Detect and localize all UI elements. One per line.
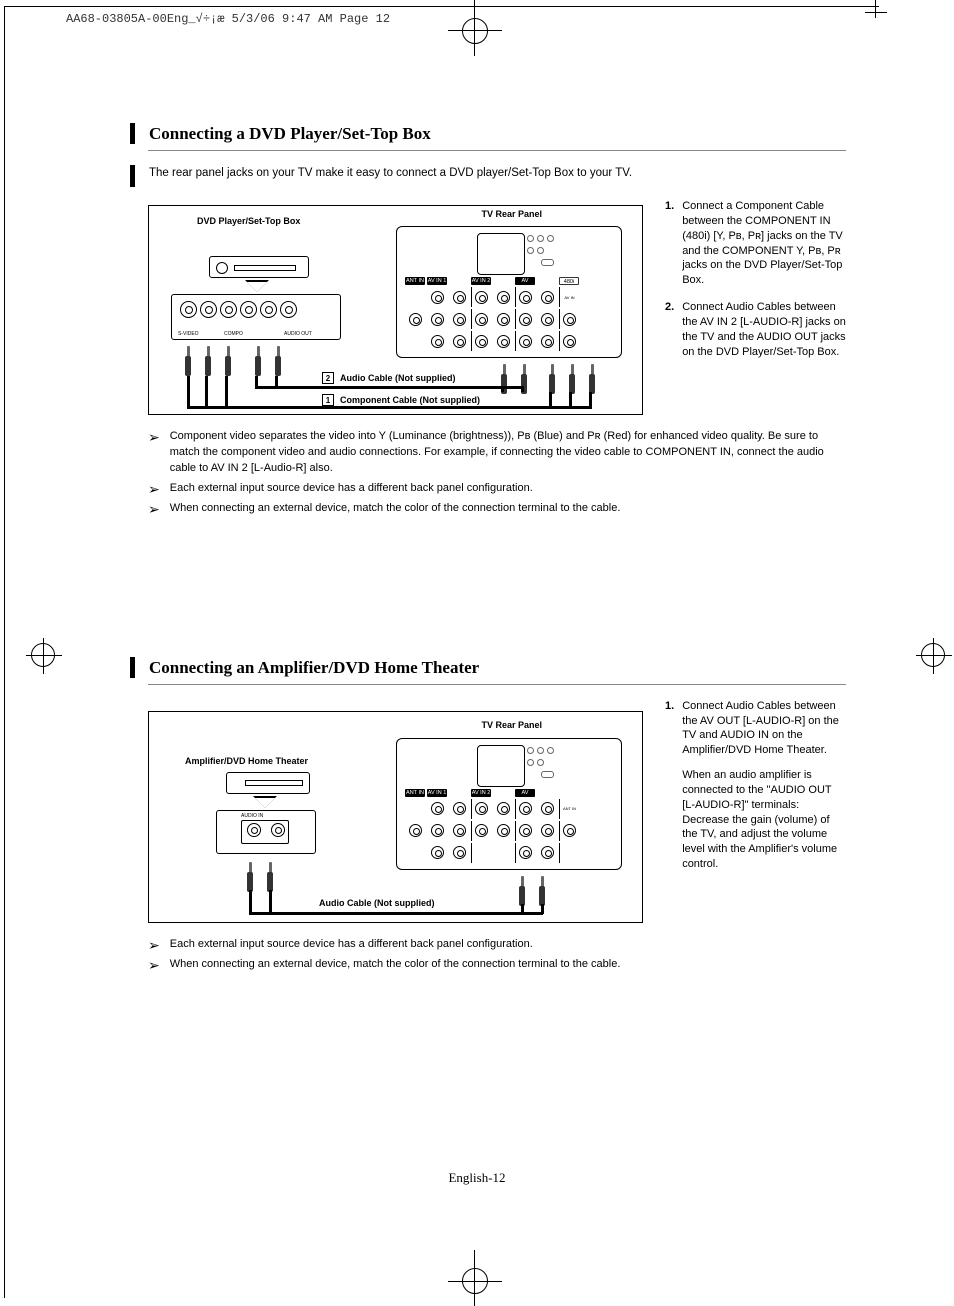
tv-rear-panel: ANT INAV IN 1AV IN 2AV OUT480i AV IN	[396, 226, 622, 358]
step-number: 2.	[665, 300, 674, 359]
intro-accent-bar	[130, 165, 135, 187]
step-text: Connect Audio Cables between the AV OUT …	[682, 699, 846, 758]
note-icon: ➢	[148, 501, 160, 517]
step-number: 1.	[665, 699, 674, 872]
step-text-extra: When an audio amplifier is connected to …	[682, 768, 846, 872]
registration-mark-right	[916, 638, 952, 674]
section-title: Connecting an Amplifier/DVD Home Theater	[149, 657, 479, 678]
amp-device: AUDIO IN	[171, 772, 341, 856]
registration-mark-left	[26, 638, 62, 674]
note-icon: ➢	[148, 429, 160, 477]
instruction-list-amp: 1. Connect Audio Cables between the AV O…	[665, 699, 846, 884]
step-text: Connect Audio Cables between the AV IN 2…	[682, 300, 846, 359]
note-icon: ➢	[148, 957, 160, 973]
connection-diagram-amp: Amplifier/DVD Home Theater TV Rear Panel…	[148, 711, 643, 923]
intro-text: The rear panel jacks on your TV make it …	[149, 165, 632, 179]
title-accent-bar	[130, 123, 135, 144]
section-dvd: Connecting a DVD Player/Set-Top Box The …	[130, 123, 846, 517]
section-title: Connecting a DVD Player/Set-Top Box	[149, 123, 431, 144]
page-number: English-12	[0, 1170, 954, 1186]
note-icon: ➢	[148, 481, 160, 497]
callout-audio-cable: Audio Cable (Not supplied)	[319, 898, 435, 908]
step-text: Connect a Component Cable between the CO…	[682, 199, 846, 288]
tv-rear-panel: ANT INAV IN 1AV IN 2AV OUT ANT IN	[396, 738, 622, 870]
file-header-text: AA68-03805A-00Eng_√÷¡æ 5/3/06 9:47 AM Pa…	[66, 12, 390, 26]
step-number: 1.	[665, 199, 674, 288]
section-amplifier: Connecting an Amplifier/DVD Home Theater…	[130, 657, 846, 973]
notes-dvd: ➢Component video separates the video int…	[148, 429, 846, 517]
panel-label: TV Rear Panel	[481, 209, 542, 219]
title-accent-bar	[130, 657, 135, 678]
notes-amp: ➢Each external input source device has a…	[148, 937, 846, 973]
callout-component-cable: 1 Component Cable (Not supplied)	[322, 394, 480, 406]
note-icon: ➢	[148, 937, 160, 953]
dvd-device: S-VIDEO COMPO AUDIO OUT	[171, 256, 341, 340]
instruction-list-dvd: 1. Connect a Component Cable between the…	[665, 199, 846, 371]
connection-diagram-dvd: DVD Player/Set-Top Box TV Rear Panel S-V…	[148, 205, 643, 415]
panel-label: TV Rear Panel	[481, 720, 542, 730]
device-label: Amplifier/DVD Home Theater	[185, 756, 308, 766]
amp-back-panel: AUDIO IN	[216, 810, 316, 854]
device-label: DVD Player/Set-Top Box	[197, 216, 300, 226]
callout-audio-cable: 2 Audio Cable (Not supplied)	[322, 372, 456, 384]
